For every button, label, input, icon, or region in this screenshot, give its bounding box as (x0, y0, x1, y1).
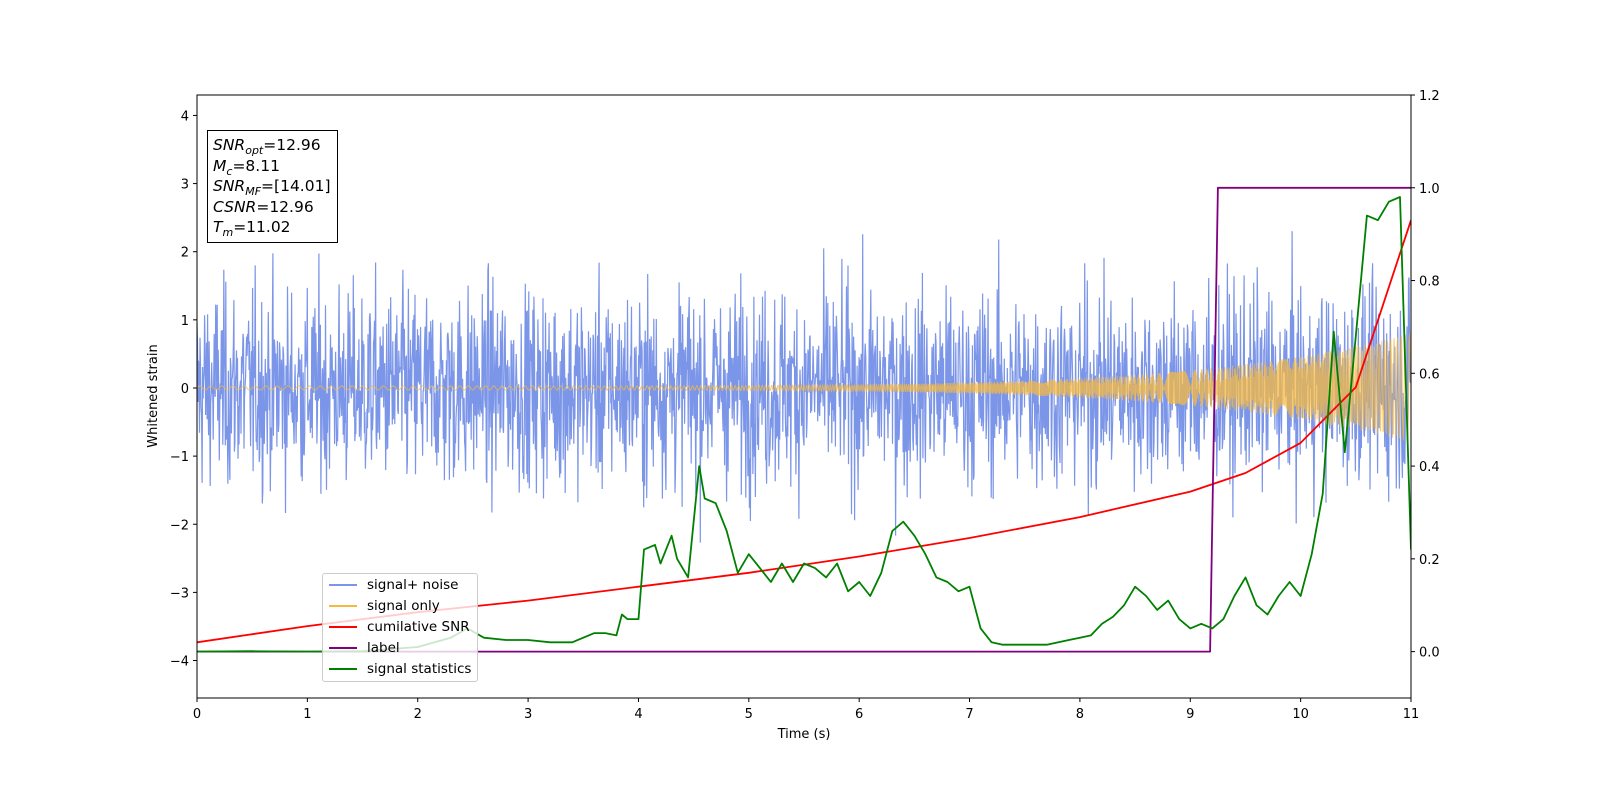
y-axis-label: Whitened strain (146, 344, 161, 447)
x-tick-label: 3 (524, 707, 532, 722)
x-tick-label: 9 (1186, 707, 1194, 722)
y-tick-label: 0 (181, 382, 189, 397)
legend-label: cumilative SNR (367, 618, 470, 635)
x-tick-label: 11 (1403, 707, 1420, 722)
y2-tick-label: 0.0 (1419, 646, 1440, 661)
legend-label: signal statistics (367, 660, 472, 677)
series-label (197, 186, 1411, 653)
legend-swatch (329, 667, 357, 670)
x-tick-label: 5 (745, 707, 753, 722)
legend-item-signal-noise: signal+ noise (329, 575, 471, 596)
info-snr-mf: SNRMF=[14.01] (213, 177, 331, 199)
legend-label: label (367, 639, 400, 656)
x-tick-label: 4 (634, 707, 642, 722)
legend-item-label: label (329, 637, 471, 658)
legend-label: signal+ noise (367, 577, 459, 594)
x-tick-label: 2 (414, 707, 422, 722)
info-mc: Mc=8.11 (213, 156, 280, 178)
y2-tick-label: 0.4 (1419, 460, 1440, 475)
y2-tick-label: 1.2 (1419, 89, 1440, 104)
y-tick-label: −2 (170, 518, 189, 533)
y2-tick-label: 0.2 (1419, 553, 1440, 568)
legend-swatch (329, 646, 357, 649)
info-box: SNRopt=12.96 Mc=8.11 SNRMF=[14.01] CSNR=… (207, 130, 338, 243)
info-csnr: CSNR=12.96 (213, 197, 314, 216)
x-tick-label: 8 (1076, 707, 1084, 722)
x-tick-label: 1 (303, 707, 311, 722)
x-tick-label: 6 (855, 707, 863, 722)
y2-tick-label: 0.8 (1419, 275, 1440, 290)
legend-label: signal only (367, 598, 440, 615)
legend-item-signal-statistics: signal statistics (329, 658, 471, 679)
series-signal-noise (197, 231, 1411, 543)
info-snr-opt: SNRopt=12.96 (213, 136, 321, 158)
x-tick-label: 7 (965, 707, 973, 722)
plot-frame (196, 94, 1412, 699)
series-signal-statistics (197, 196, 1411, 653)
legend: signal+ noise signal only cumilative SNR… (322, 573, 479, 682)
y-tick-label: −1 (170, 450, 189, 465)
y-tick-label: 4 (181, 109, 189, 124)
y-tick-label: 3 (181, 178, 189, 193)
x-axis-label: Time (s) (777, 727, 831, 742)
legend-item-signal-only: signal only (329, 596, 471, 617)
legend-item-cumulative-snr: cumilative SNR (329, 617, 471, 638)
legend-swatch (329, 625, 357, 628)
legend-swatch (329, 605, 357, 608)
legend-swatch (329, 584, 357, 587)
y-tick-label: −4 (170, 655, 189, 670)
y2-tick-label: 0.6 (1419, 367, 1440, 382)
y-tick-label: 2 (181, 246, 189, 261)
series-signal-only (197, 333, 1411, 441)
y-tick-label: 1 (181, 314, 189, 329)
y-tick-label: −3 (170, 586, 189, 601)
y2-tick-label: 1.0 (1419, 182, 1440, 197)
x-tick-label: 10 (1292, 707, 1309, 722)
x-tick-label: 0 (193, 707, 201, 722)
info-tm: Tm=11.02 (213, 218, 291, 240)
